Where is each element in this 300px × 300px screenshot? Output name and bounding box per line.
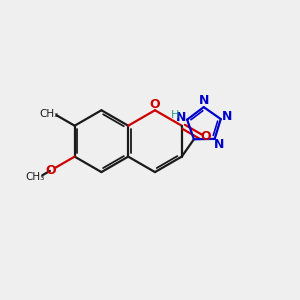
Text: O: O <box>150 98 160 111</box>
Text: N: N <box>198 94 209 107</box>
Text: N: N <box>176 111 186 124</box>
Text: O: O <box>201 130 211 143</box>
Text: N: N <box>213 138 224 151</box>
Text: O: O <box>45 164 56 177</box>
Text: N: N <box>222 110 232 123</box>
Text: CH₃: CH₃ <box>39 110 58 119</box>
Text: CH₃: CH₃ <box>26 172 45 182</box>
Text: H: H <box>171 110 179 119</box>
